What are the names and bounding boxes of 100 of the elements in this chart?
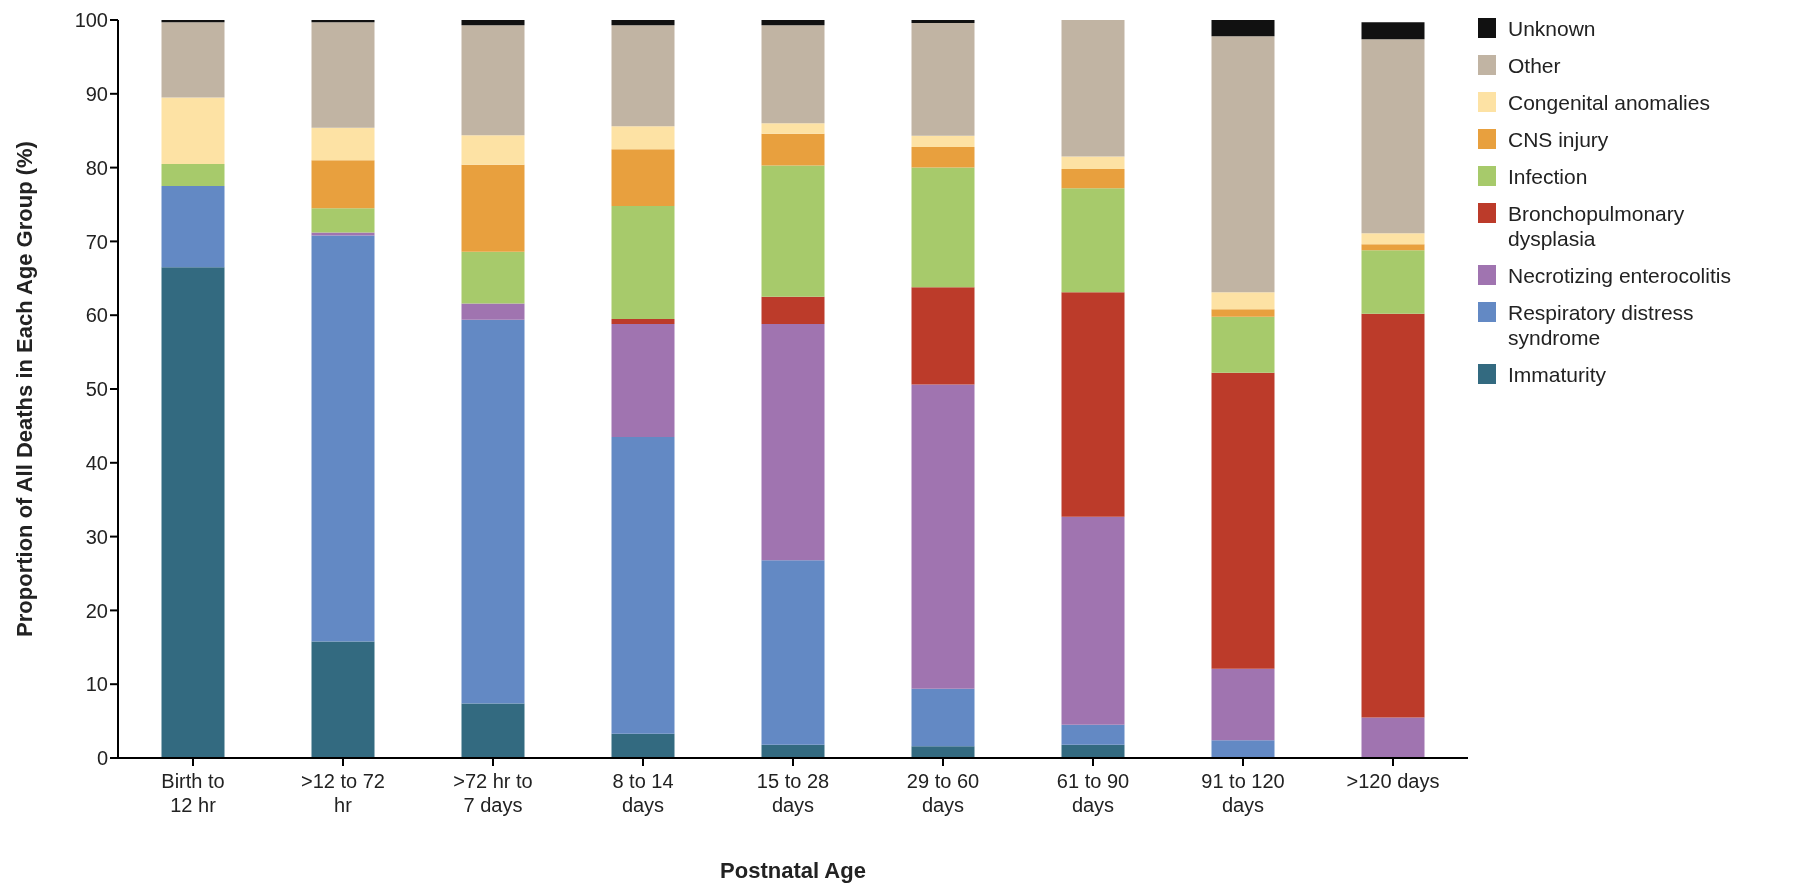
- legend-label: CNS injury: [1508, 127, 1610, 152]
- bar: [761, 560, 825, 745]
- legend-label: Immaturity: [1508, 362, 1607, 387]
- bar: [611, 126, 675, 150]
- bar: [911, 146, 975, 168]
- bar: [611, 324, 675, 437]
- y-tick-label: 80: [85, 156, 108, 179]
- legend-label: Congenital anomalies: [1508, 90, 1711, 115]
- bar: [911, 746, 975, 758]
- bar: [461, 319, 525, 704]
- y-tick-label: 70: [85, 230, 108, 253]
- bar: [1211, 292, 1275, 310]
- bar: [911, 135, 975, 147]
- bar: [1211, 316, 1275, 373]
- bar: [761, 123, 825, 134]
- bar: [611, 733, 675, 758]
- y-tick-label: 50: [85, 378, 108, 401]
- x-tick-label: 91 to 120 days: [1201, 770, 1285, 816]
- bar: [461, 703, 525, 758]
- bar: [311, 20, 375, 23]
- bar: [311, 641, 375, 758]
- bar: [161, 97, 225, 164]
- x-tick-label: 15 to 28 days: [756, 770, 830, 816]
- bar: [911, 167, 975, 288]
- bar: [761, 25, 825, 124]
- bar: [1361, 313, 1425, 718]
- y-tick-label: 10: [85, 673, 108, 696]
- bar: [1061, 169, 1125, 189]
- bar: [1361, 39, 1425, 234]
- legend-label: Unknown: [1508, 16, 1597, 41]
- x-tick-label: >12 to 72 hr: [301, 770, 385, 816]
- bar: [311, 208, 375, 233]
- bar: [1211, 36, 1275, 293]
- x-tick-label: 8 to 14 days: [612, 770, 674, 816]
- bar: [1211, 740, 1275, 758]
- bar: [461, 135, 525, 165]
- x-axis-title: Postnatal Age: [720, 858, 866, 883]
- x-tick-label: Birth to 12 hr: [161, 770, 225, 816]
- bar: [311, 160, 375, 209]
- bar: [461, 20, 525, 26]
- bar: [761, 20, 825, 26]
- bar: [1361, 233, 1425, 245]
- bar: [911, 20, 975, 23]
- bar: [311, 127, 375, 161]
- x-tick-label: 29 to 60 days: [906, 770, 980, 816]
- y-axis-title: Proportion of All Deaths in Each Age Group (%): [11, 141, 37, 637]
- legend-label: Other: [1508, 53, 1562, 78]
- y-tick-label: 100: [74, 9, 108, 32]
- bar: [161, 22, 225, 98]
- bar: [161, 186, 225, 268]
- bar: [1061, 20, 1125, 157]
- y-tick-label: 60: [85, 304, 108, 327]
- bar: [611, 149, 675, 206]
- bar: [611, 25, 675, 127]
- bar: [311, 235, 375, 642]
- bar: [461, 303, 525, 320]
- bar: [761, 744, 825, 758]
- x-tick-label: >120 days: [1346, 770, 1440, 792]
- bar: [761, 296, 825, 325]
- bar: [1361, 717, 1425, 758]
- bar: [1061, 744, 1125, 758]
- legend-label: Necrotizing enterocolitis: [1508, 263, 1732, 288]
- legend-label: Infection: [1508, 164, 1589, 189]
- bar: [761, 324, 825, 561]
- bar: [611, 436, 675, 734]
- bar: [1361, 22, 1425, 40]
- x-tick-label: 61 to 90 days: [1056, 770, 1130, 816]
- bar: [611, 318, 675, 325]
- bar: [311, 22, 375, 128]
- bar: [461, 25, 525, 136]
- legend-label: Bronchopulmonary dysplasia: [1508, 201, 1686, 251]
- bar: [161, 267, 225, 758]
- bar: [1061, 188, 1125, 293]
- bar: [1061, 516, 1125, 725]
- bar: [761, 165, 825, 297]
- x-tick-label: >72 hr to 7 days: [453, 770, 533, 816]
- y-tick-label: 90: [85, 82, 108, 105]
- bar: [1061, 724, 1125, 745]
- bar: [1061, 156, 1125, 170]
- bar: [461, 164, 525, 252]
- bar: [1211, 668, 1275, 741]
- bar: [611, 20, 675, 26]
- bar: [1211, 20, 1275, 37]
- bar: [911, 688, 975, 747]
- bar: [611, 205, 675, 319]
- bar: [461, 251, 525, 304]
- bar: [1361, 244, 1425, 251]
- bar: [911, 22, 975, 136]
- y-tick-label: 0: [96, 747, 108, 770]
- bar: [1061, 292, 1125, 517]
- y-tick-label: 40: [85, 451, 108, 474]
- bar: [761, 133, 825, 166]
- y-tick-label: 20: [85, 599, 108, 622]
- bar: [1361, 250, 1425, 314]
- bar: [911, 287, 975, 385]
- bar: [911, 384, 975, 689]
- bar: [161, 163, 225, 187]
- bar: [1211, 309, 1275, 317]
- y-tick-label: 30: [85, 525, 108, 548]
- legend-label: Respiratory distress syndrome: [1508, 300, 1695, 350]
